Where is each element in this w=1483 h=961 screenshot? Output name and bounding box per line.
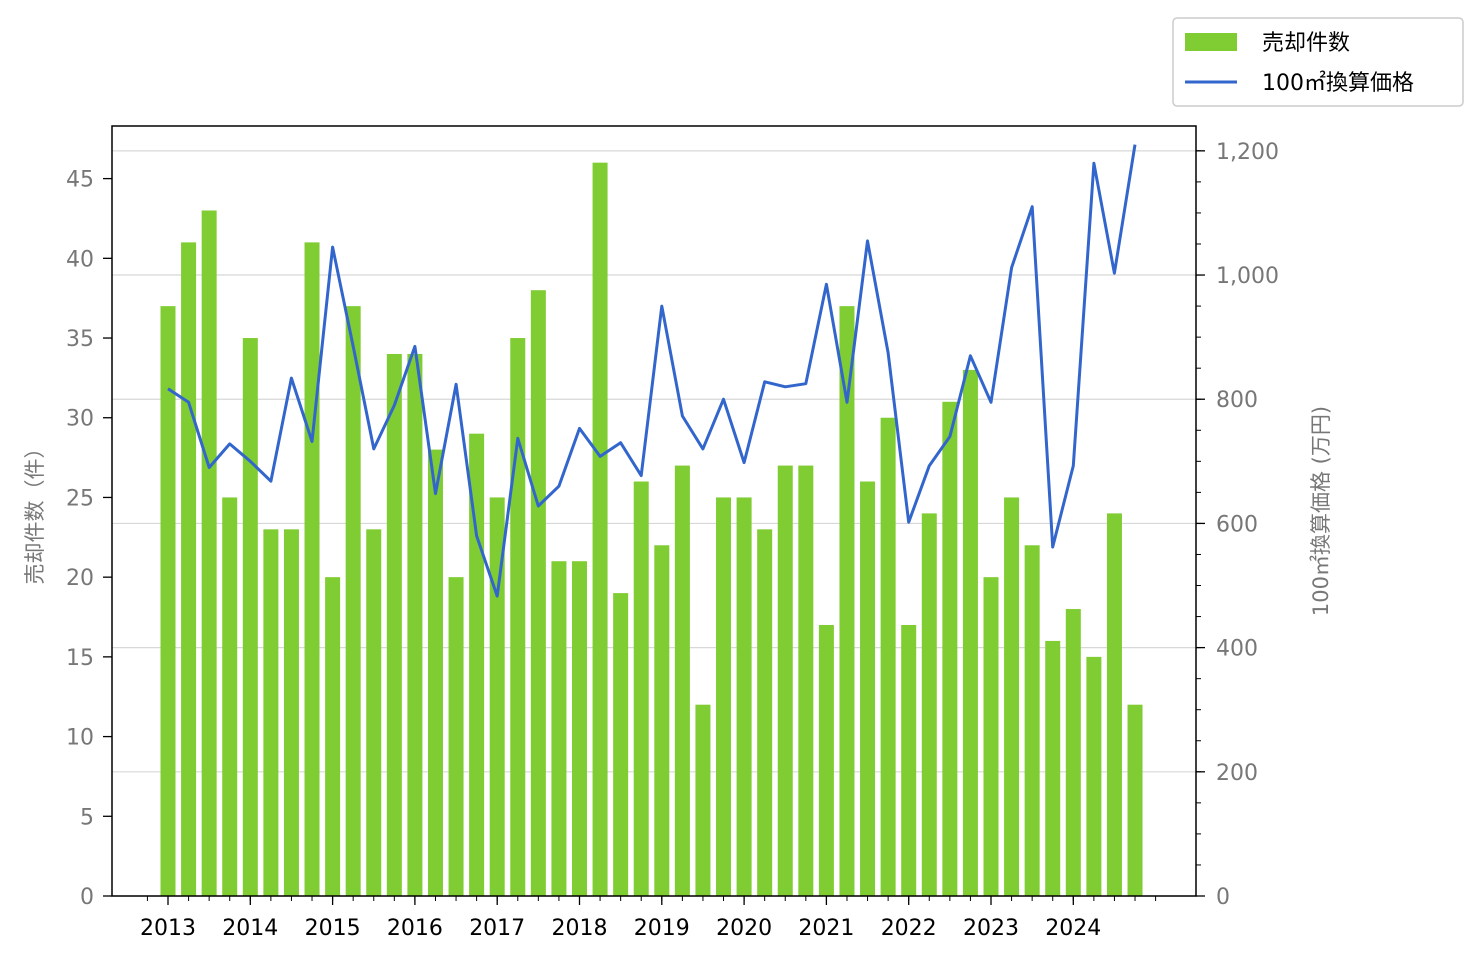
- bar: [818, 624, 834, 896]
- right-axis-title: 100㎡換算価格 (万円): [1309, 406, 1333, 616]
- right-y-axis: 0 200 400 600 800 1,000 1,200: [1196, 140, 1279, 910]
- bar: [181, 242, 197, 896]
- legend-label-bars: 売却件数: [1262, 31, 1350, 56]
- left-tick-label: 20: [66, 566, 94, 591]
- left-axis-title: 売却件数（件）: [23, 438, 47, 585]
- bar: [757, 529, 773, 896]
- left-tick-label: 25: [66, 486, 94, 511]
- bar: [860, 481, 876, 896]
- x-tick-label: 2015: [305, 916, 361, 941]
- right-tick-label: 1,000: [1216, 264, 1279, 289]
- left-tick-label: 45: [66, 168, 94, 193]
- bar: [304, 242, 320, 896]
- bar: [407, 353, 423, 896]
- right-tick-label: 800: [1216, 388, 1258, 413]
- left-tick-label: 5: [80, 805, 94, 830]
- bar: [674, 465, 690, 896]
- bar: [345, 306, 361, 897]
- bar: [551, 561, 567, 896]
- bar: [880, 417, 896, 896]
- x-tick-label: 2020: [716, 916, 772, 941]
- bar: [283, 529, 299, 896]
- bar: [654, 545, 670, 896]
- bar-series: [160, 162, 1143, 897]
- bar: [901, 624, 917, 896]
- bar: [942, 401, 958, 896]
- left-tick-label: 30: [66, 407, 94, 432]
- legend-box: [1172, 17, 1464, 107]
- x-tick-label: 2019: [634, 916, 690, 941]
- bar: [777, 465, 793, 896]
- left-tick-label: 10: [66, 726, 94, 751]
- bar: [1086, 656, 1102, 896]
- right-tick-label: 1,200: [1216, 140, 1279, 165]
- right-tick-label: 0: [1216, 885, 1230, 910]
- price-line: [167, 144, 1137, 598]
- bar: [962, 369, 978, 896]
- x-axis: 2013 2014 2015 2016 2017 2018 2019 2020 2021 2022…: [140, 896, 1157, 941]
- bar: [983, 577, 999, 896]
- bar: [222, 497, 238, 896]
- bar: [1024, 545, 1040, 896]
- x-tick-label: 2023: [963, 916, 1019, 941]
- left-y-axis: 0 5 10 15 20 25 30 35 40 45: [66, 168, 112, 910]
- bar: [263, 529, 279, 896]
- bar: [839, 306, 855, 897]
- bar: [201, 210, 217, 897]
- x-tick-label: 2014: [222, 916, 278, 941]
- legend-label-line: 100㎡換算価格: [1262, 70, 1414, 96]
- bar: [695, 704, 711, 896]
- bar: [921, 513, 937, 896]
- x-tick-label: 2017: [469, 916, 525, 941]
- right-tick-label: 200: [1216, 761, 1258, 786]
- bar: [1004, 497, 1020, 896]
- bar: [716, 497, 732, 896]
- x-tick-label: 2021: [798, 916, 854, 941]
- bar: [386, 353, 402, 896]
- legend: 売却件数 100㎡換算価格: [1172, 17, 1464, 107]
- bar: [1106, 513, 1122, 896]
- left-tick-label: 35: [66, 327, 94, 352]
- legend-bar-swatch: [1185, 33, 1237, 51]
- bar: [798, 465, 814, 896]
- left-tick-label: 40: [66, 247, 94, 272]
- x-tick-label: 2016: [387, 916, 443, 941]
- plot-frame: [111, 125, 1197, 897]
- bar: [325, 577, 341, 896]
- left-tick-label: 15: [66, 646, 94, 671]
- line-series: [167, 144, 1137, 598]
- bar: [1127, 704, 1143, 896]
- x-tick-label: 2024: [1045, 916, 1101, 941]
- bar: [530, 290, 546, 897]
- bar: [633, 481, 649, 896]
- right-tick-label: 400: [1216, 637, 1258, 662]
- bar: [366, 529, 382, 896]
- bar: [242, 338, 258, 896]
- bar: [572, 561, 587, 896]
- bar: [448, 577, 464, 896]
- bar: [160, 306, 176, 897]
- x-tick-label: 2022: [881, 916, 937, 941]
- bar: [1045, 640, 1061, 896]
- bar: [489, 497, 505, 896]
- bar: [510, 338, 526, 896]
- x-tick-label: 2013: [140, 916, 196, 941]
- x-tick-label: 2018: [552, 916, 608, 941]
- bar: [613, 593, 629, 896]
- bar: [736, 497, 752, 896]
- bar: [427, 449, 443, 896]
- bar: [1065, 609, 1081, 896]
- right-tick-label: 600: [1216, 512, 1258, 537]
- left-tick-label: 0: [80, 885, 94, 910]
- bar: [592, 162, 608, 896]
